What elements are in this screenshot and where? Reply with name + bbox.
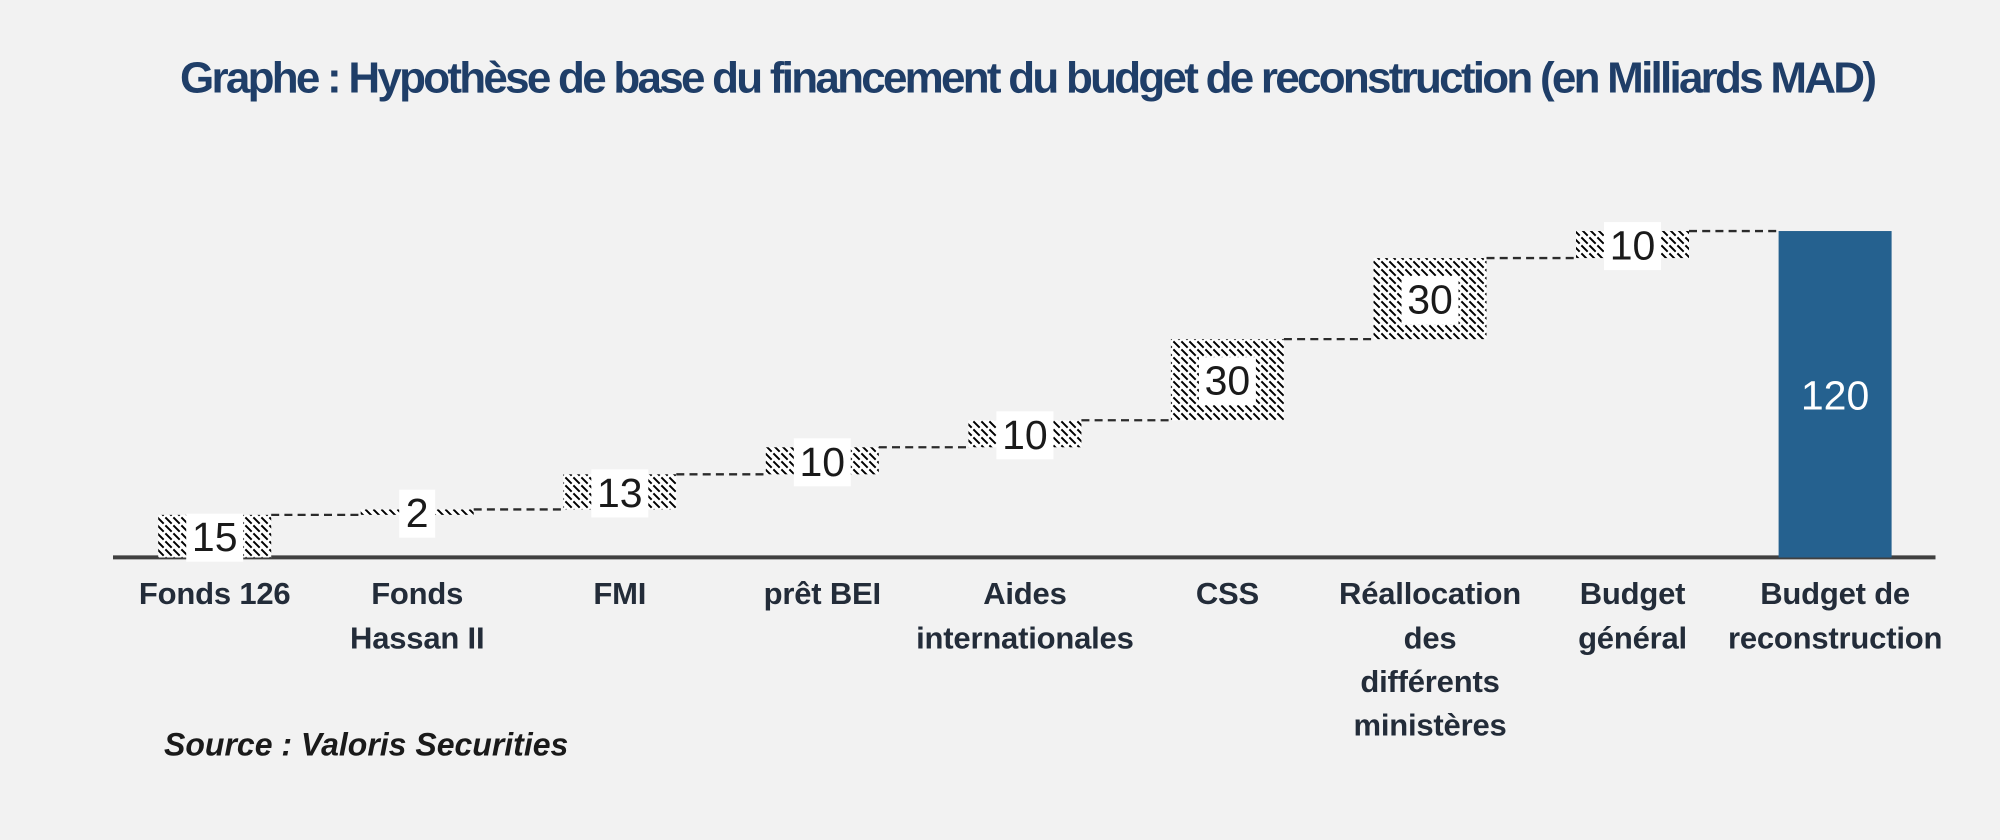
svg-text:FMI: FMI (593, 576, 646, 611)
svg-text:Budget de: Budget de (1760, 576, 1910, 611)
svg-text:30: 30 (1205, 358, 1251, 404)
svg-text:internationales: internationales (916, 621, 1134, 656)
svg-text:13: 13 (597, 470, 643, 516)
svg-text:Hassan II: Hassan II (350, 621, 484, 656)
svg-text:Budget: Budget (1580, 576, 1686, 611)
svg-text:Graphe : Hypothèse de base du: Graphe : Hypothèse de base du financemen… (180, 54, 1875, 103)
svg-text:10: 10 (1002, 412, 1048, 458)
svg-text:différents: différents (1360, 664, 1499, 699)
svg-text:10: 10 (1610, 223, 1656, 269)
svg-text:Source : Valoris Securities: Source : Valoris Securities (164, 727, 568, 763)
svg-text:15: 15 (192, 514, 238, 560)
svg-text:Réallocation: Réallocation (1339, 576, 1521, 611)
svg-text:CSS: CSS (1196, 576, 1259, 611)
svg-text:ministères: ministères (1353, 708, 1506, 743)
svg-text:reconstruction: reconstruction (1728, 621, 1942, 656)
svg-text:2: 2 (406, 490, 429, 536)
svg-text:général: général (1578, 621, 1687, 656)
svg-text:Fonds 126: Fonds 126 (139, 576, 291, 611)
svg-text:30: 30 (1407, 277, 1453, 323)
svg-text:120: 120 (1801, 372, 1869, 418)
svg-text:Aides: Aides (983, 576, 1066, 611)
svg-text:prêt BEI: prêt BEI (764, 576, 881, 611)
svg-text:10: 10 (799, 439, 845, 485)
svg-text:des: des (1404, 621, 1457, 656)
svg-text:Fonds: Fonds (371, 576, 463, 611)
